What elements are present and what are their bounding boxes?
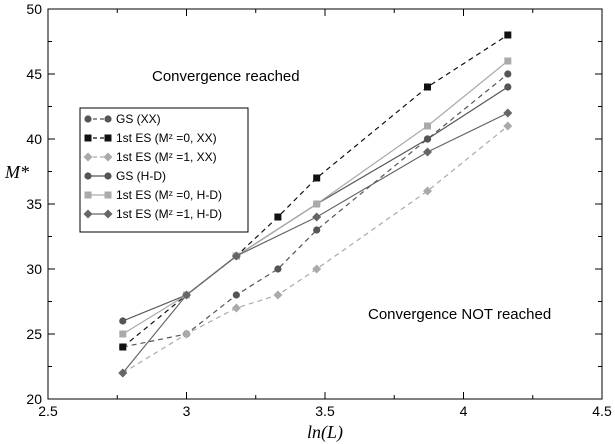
x-axis-title: ln(L) xyxy=(307,422,343,443)
data-point xyxy=(504,83,512,91)
data-point xyxy=(182,329,191,339)
data-point xyxy=(422,147,432,157)
legend-marker xyxy=(83,152,93,162)
legend-marker xyxy=(104,191,112,199)
data-point xyxy=(504,31,512,39)
x-tick-label: 4.5 xyxy=(592,403,612,419)
data-point xyxy=(422,186,432,196)
x-tick-label: 3 xyxy=(183,403,191,419)
legend-label-es0-xx: 1st ES (Mᶻ =0, XX) xyxy=(116,131,217,145)
x-tick-label: 2.5 xyxy=(38,403,58,419)
data-point xyxy=(274,213,282,221)
legend-marker xyxy=(84,191,92,199)
data-point xyxy=(313,200,321,208)
data-point xyxy=(504,57,512,65)
x-tick-label: 3.5 xyxy=(315,403,335,419)
data-point xyxy=(231,303,241,313)
y-tick-label: 50 xyxy=(26,1,42,17)
data-point xyxy=(232,291,240,299)
data-point xyxy=(503,121,513,131)
legend-marker xyxy=(84,115,92,123)
data-point xyxy=(423,122,431,130)
y-tick-label: 35 xyxy=(26,196,42,212)
series-line xyxy=(122,60,509,335)
data-point xyxy=(119,343,127,351)
y-tick-label: 25 xyxy=(26,326,42,342)
data-point xyxy=(312,212,322,222)
legend-marker xyxy=(103,152,113,162)
legend-marker xyxy=(84,172,92,180)
data-point xyxy=(313,226,321,234)
y-tick-label: 30 xyxy=(26,261,42,277)
data-point xyxy=(119,317,127,325)
legend-label-gs-xx: GS (XX) xyxy=(116,112,161,126)
data-point xyxy=(273,290,283,300)
annotation-convergence-not-reached: Convergence NOT reached xyxy=(368,306,551,323)
legend-samples xyxy=(83,115,113,219)
data-point xyxy=(274,265,282,273)
y-axis-title: M* xyxy=(4,162,29,182)
legend-marker xyxy=(83,209,93,219)
data-point xyxy=(312,264,322,274)
series-line xyxy=(122,112,509,374)
x-tick-label: 4 xyxy=(460,403,468,419)
legend-label-es1-xx: 1st ES (Mᶻ =1, XX) xyxy=(116,150,217,164)
data-point xyxy=(423,135,432,143)
data-point xyxy=(313,174,321,182)
legend-label-gs-hd: GS (H-D) xyxy=(116,169,166,183)
y-tick-label: 20 xyxy=(26,391,42,407)
data-point xyxy=(503,108,513,118)
legend-marker xyxy=(104,115,112,123)
legend: GS (XX) 1st ES (Mᶻ =0, XX) 1st ES (Mᶻ =1… xyxy=(79,107,249,233)
series-6 xyxy=(118,108,513,378)
legend-label-es1-hd: 1st ES (Mᶻ =1, H-D) xyxy=(116,207,222,221)
legend-marker xyxy=(104,134,112,142)
data-point xyxy=(423,83,431,91)
data-point xyxy=(118,368,128,378)
data-point xyxy=(231,251,241,261)
annotation-convergence-reached: Convergence reached xyxy=(152,68,300,85)
y-tick-label: 40 xyxy=(26,131,42,147)
data-point xyxy=(182,290,191,300)
legend-marker xyxy=(84,134,92,142)
data-point xyxy=(504,70,512,78)
data-point xyxy=(119,330,127,338)
axis-ticks: 2.5 3 3.5 4 4.5 20 25 30 35 40 45 50 xyxy=(26,1,612,419)
legend-marker xyxy=(103,209,113,219)
legend-marker xyxy=(104,172,112,180)
legend-label-es0-hd: 1st ES (Mᶻ =0, H-D) xyxy=(116,188,222,202)
series-layer xyxy=(118,31,513,378)
y-tick-label: 45 xyxy=(26,66,42,82)
